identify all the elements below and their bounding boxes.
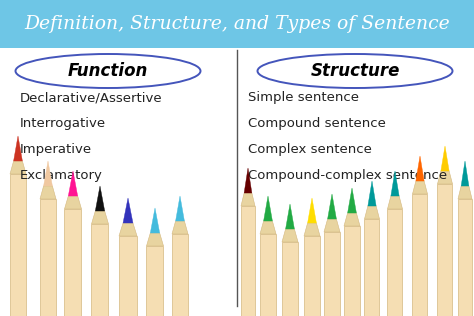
Polygon shape [244, 168, 252, 193]
Polygon shape [68, 171, 78, 196]
Polygon shape [40, 199, 56, 316]
Polygon shape [365, 206, 380, 219]
Polygon shape [64, 196, 82, 209]
Text: Compound sentence: Compound sentence [248, 118, 386, 131]
Polygon shape [241, 206, 255, 316]
Polygon shape [119, 236, 137, 316]
Polygon shape [304, 236, 320, 316]
Text: Complex sentence: Complex sentence [248, 143, 372, 156]
Polygon shape [95, 186, 105, 211]
Text: Structure: Structure [310, 62, 400, 80]
Polygon shape [10, 161, 26, 174]
Polygon shape [146, 246, 164, 316]
FancyBboxPatch shape [0, 48, 474, 316]
Polygon shape [91, 224, 109, 316]
Polygon shape [461, 161, 469, 186]
Polygon shape [64, 209, 82, 316]
Polygon shape [150, 208, 160, 233]
Polygon shape [241, 193, 255, 206]
Polygon shape [438, 171, 453, 184]
Text: Exclamatory: Exclamatory [20, 169, 103, 183]
Polygon shape [286, 204, 294, 229]
Polygon shape [10, 174, 26, 316]
Polygon shape [391, 171, 399, 196]
Polygon shape [172, 234, 188, 316]
Polygon shape [175, 196, 184, 221]
Polygon shape [458, 186, 472, 199]
Polygon shape [368, 181, 376, 206]
Polygon shape [123, 198, 133, 223]
Polygon shape [416, 156, 424, 181]
Polygon shape [412, 194, 428, 316]
Polygon shape [14, 136, 22, 161]
Polygon shape [119, 223, 137, 236]
Polygon shape [260, 221, 276, 234]
Polygon shape [324, 232, 340, 316]
Text: Declarative/Assertive: Declarative/Assertive [20, 92, 163, 105]
FancyBboxPatch shape [0, 0, 474, 48]
Polygon shape [344, 213, 360, 226]
Polygon shape [328, 194, 337, 219]
Polygon shape [282, 242, 298, 316]
Polygon shape [412, 181, 428, 194]
Polygon shape [304, 223, 320, 236]
Text: Simple sentence: Simple sentence [248, 92, 359, 105]
Polygon shape [388, 196, 402, 209]
Polygon shape [308, 198, 317, 223]
Polygon shape [441, 146, 449, 171]
Text: Interrogative: Interrogative [20, 118, 106, 131]
Text: Definition, Structure, and Types of Sentence: Definition, Structure, and Types of Sent… [24, 15, 450, 33]
Polygon shape [324, 219, 340, 232]
Polygon shape [44, 161, 53, 186]
Text: Compound-complex sentence: Compound-complex sentence [248, 169, 447, 183]
Polygon shape [347, 188, 356, 213]
Polygon shape [264, 196, 273, 221]
Polygon shape [282, 229, 298, 242]
Polygon shape [458, 199, 472, 316]
Polygon shape [172, 221, 188, 234]
Polygon shape [365, 219, 380, 316]
Polygon shape [40, 186, 56, 199]
Text: Function: Function [68, 62, 148, 80]
Polygon shape [388, 209, 402, 316]
Polygon shape [91, 211, 109, 224]
Polygon shape [260, 234, 276, 316]
Text: Imperative: Imperative [20, 143, 92, 156]
Polygon shape [438, 184, 453, 316]
Polygon shape [146, 233, 164, 246]
Polygon shape [344, 226, 360, 316]
